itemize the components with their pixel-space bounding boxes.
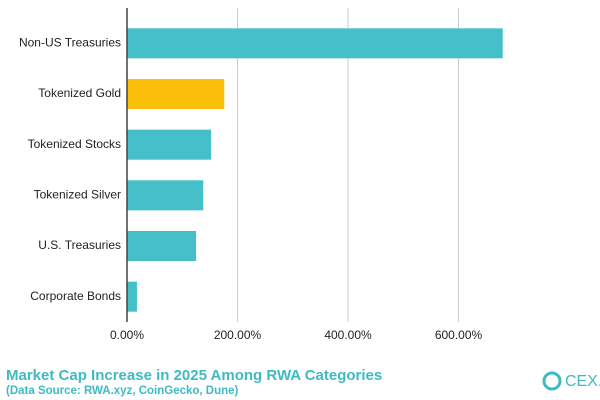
y-tick-label: Corporate Bonds [30,289,121,303]
y-tick-label: U.S. Treasuries [38,238,121,252]
bar [127,129,211,160]
y-tick-label: Non-US Treasuries [19,36,121,50]
y-tick-label: Tokenized Stocks [28,137,121,151]
bar [127,28,503,59]
x-tick-label: 200.00% [214,328,262,342]
chart-subtitle: (Data Source: RWA.xyz, CoinGecko, Dune) [6,385,239,397]
y-tick-label: Tokenized Silver [34,188,121,202]
x-tick-label: 400.00% [324,328,372,342]
bar [127,281,137,312]
x-tick-label: 600.00% [435,328,483,342]
bar [127,79,225,109]
bar [127,231,197,261]
x-tick-label: 0.00% [110,328,144,342]
logo-text: CEX.IO [565,373,600,390]
bar [127,180,204,211]
y-tick-label: Tokenized Gold [38,86,121,100]
logo-icon [542,371,562,391]
chart-title: Market Cap Increase in 2025 Among RWA Ca… [6,367,382,384]
